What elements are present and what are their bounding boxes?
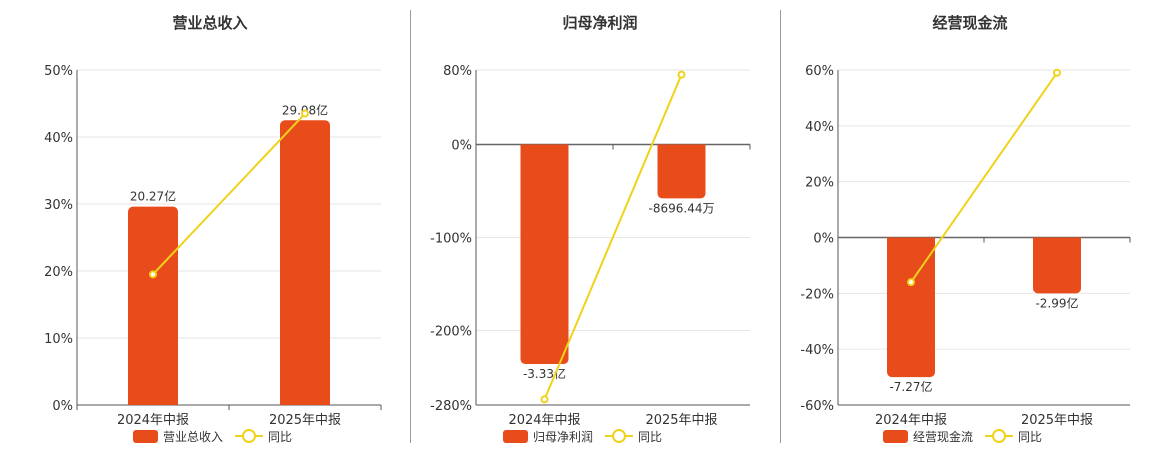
bar (887, 237, 935, 378)
legend-line-swatch (605, 429, 634, 443)
bar-base (1033, 237, 1081, 244)
legend-label: 归母净利润 (533, 429, 594, 444)
chart-title: 经营现金流 (932, 14, 1008, 32)
yoy-point (1053, 68, 1061, 77)
x-tick-label: 2024年中报 (508, 413, 580, 428)
bar-base (280, 399, 330, 405)
panel-divider (410, 10, 411, 443)
chart-title: 归母净利润 (562, 14, 638, 32)
x-tick-label: 2025年中报 (269, 413, 341, 428)
operating-cash-flow-chart-panel: 经营现金流 60% 40% 20% 0% -20% -40% -60% 2024年中报 2025… (780, 0, 1160, 450)
x-tick-label: 2025年中报 (645, 413, 717, 428)
revenue-chart-svg: 50%40%30%20%10%0%2024年中报2025年中报20.27亿29.… (44, 64, 382, 428)
legend-item-bar[interactable]: 经营现金流 (883, 428, 973, 445)
legend-label: 同比 (638, 429, 663, 444)
data-label: 20.27亿 (130, 189, 176, 204)
x-tick-label: 2024年中报 (875, 413, 947, 428)
chart-legend: 归母净利润 同比 (503, 427, 674, 445)
chart-legend: 经营现金流 同比 (883, 427, 1054, 445)
bar-base (128, 399, 178, 405)
x-tick-label: 2024年中报 (117, 413, 189, 428)
yoy-point (677, 70, 686, 79)
y-tick-label: -60% (800, 399, 834, 414)
y-tick-label: 30% (44, 198, 73, 213)
yoy-point (907, 278, 915, 287)
yoy-point (301, 109, 309, 118)
legend-label: 同比 (1018, 429, 1043, 444)
chart-title: 营业总收入 (172, 14, 248, 32)
data-label: -3.33亿 (523, 366, 566, 381)
yoy-point (149, 270, 157, 279)
legend-line-swatch (235, 429, 264, 443)
y-tick-label: 40% (805, 120, 834, 135)
y-tick-label: -20% (800, 287, 834, 302)
bar (280, 120, 330, 405)
legend-label: 经营现金流 (913, 429, 974, 444)
y-tick-label: -100% (430, 232, 472, 247)
net-profit-chart-panel: 归母净利润 80% 0% -100% -200% -280% 2024年中报 2025年中报… (410, 0, 790, 450)
y-tick-label: -200% (430, 325, 472, 340)
legend-item-line[interactable]: 同比 (985, 428, 1042, 445)
y-tick-label: 0% (451, 138, 472, 153)
y-tick-label: 60% (805, 64, 834, 79)
y-tick-label: 80% (443, 64, 472, 79)
yoy-line (152, 112, 306, 276)
bar (520, 144, 569, 365)
legend-bar-swatch (133, 429, 158, 443)
y-tick-label: 0% (52, 399, 73, 414)
legend-line-swatch (985, 429, 1014, 443)
legend-bar-swatch (503, 429, 528, 443)
bar-base (657, 144, 706, 151)
bar (657, 144, 706, 199)
bar (128, 206, 178, 405)
yoy-point (540, 395, 549, 404)
y-tick-label: 40% (44, 131, 73, 146)
y-tick-label: 20% (44, 265, 73, 280)
bar-base (887, 237, 935, 244)
data-label: -2.99亿 (1035, 295, 1078, 310)
data-label: -8696.44万 (649, 201, 715, 215)
y-tick-label: 20% (805, 176, 834, 191)
y-tick-label: 50% (44, 64, 73, 79)
x-tick-label: 2025年中报 (1021, 413, 1093, 428)
bar (1033, 237, 1081, 294)
bar-base (520, 144, 569, 151)
revenue-chart-panel: 营业总收入 50% 40% 30% 20% 10% 0% 2024年中报 2025年中报 20.… (20, 0, 400, 450)
legend-label: 营业总收入 (163, 429, 224, 444)
yoy-line (910, 72, 1058, 283)
legend-item-line[interactable]: 同比 (605, 428, 662, 445)
legend-bar-swatch (883, 429, 908, 443)
panel-divider (780, 10, 781, 443)
net-profit-chart-svg: 80% 0% -100% -200% -280% 2024年中报 2025年中报 -3.33亿… (430, 64, 751, 428)
legend-label: 同比 (268, 429, 293, 444)
legend-item-bar[interactable]: 营业总收入 (133, 428, 223, 445)
y-tick-label: -280% (430, 399, 472, 414)
y-tick-label: -40% (800, 343, 834, 358)
yoy-line (543, 74, 683, 400)
chart-legend: 营业总收入 同比 (133, 427, 304, 445)
cash-flow-chart-svg: 60% 40% 20% 0% -20% -40% -60% 2024年中报 2025年中报 -7.… (800, 64, 1131, 428)
y-tick-label: 10% (44, 332, 73, 347)
legend-item-line[interactable]: 同比 (235, 428, 292, 445)
legend-item-bar[interactable]: 归母净利润 (503, 428, 593, 445)
data-label: -7.27亿 (889, 379, 932, 394)
y-tick-label: 0% (813, 232, 834, 247)
